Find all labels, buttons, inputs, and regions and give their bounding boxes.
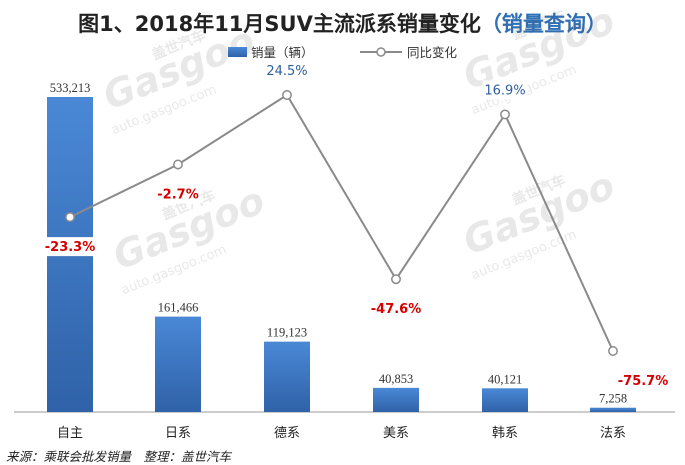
bar-value-label: 40,121 [488, 372, 522, 386]
bar-value-label: 40,853 [379, 372, 413, 386]
bar [155, 316, 201, 412]
bar-value-label: 533,213 [50, 81, 91, 95]
category-label: 美系 [383, 426, 409, 441]
title-text: 图1、2018年11月SUV主流派系销量变化 [78, 12, 481, 36]
category-label: 日系 [165, 426, 191, 441]
category-label: 法系 [600, 426, 626, 441]
chart-title: 图1、2018年11月SUV主流派系销量变化（销量查询） [0, 8, 685, 38]
yoy-label-bg [264, 61, 310, 80]
category-label: 韩系 [492, 426, 518, 441]
legend-bar-swatch [228, 47, 247, 57]
yoy-point [391, 274, 401, 285]
yoy-value-label: -75.7% [618, 374, 669, 389]
bar-value-label: 7,258 [599, 392, 627, 406]
legend-line-label: 同比变化 [407, 45, 458, 60]
source-note: 来源：乘联会批发销量 整理：盖世汽车 [6, 449, 232, 464]
yoy-value-label: 24.5% [266, 64, 307, 79]
yoy-value-label: -23.3% [45, 240, 96, 255]
yoy-value-label: -2.7% [157, 187, 198, 202]
subtitle-link[interactable]: （销量查询） [480, 12, 607, 36]
yoy-label-bg [482, 80, 528, 100]
yoy-label-bg [369, 299, 423, 319]
bar [373, 387, 419, 412]
bar [482, 388, 528, 412]
bar-value-label: 119,123 [267, 326, 307, 340]
yoy-line [69, 93, 614, 352]
line-series: -23.3% -2.7% 24.5% -47.6% 16.9% -75.7% [43, 61, 670, 390]
category-label: 自主 [57, 426, 83, 441]
yoy-point [173, 159, 183, 170]
yoy-label-bg [155, 184, 201, 204]
bar [264, 341, 310, 412]
category-label: 德系 [274, 426, 300, 441]
yoy-point [500, 109, 510, 120]
yoy-point [282, 90, 292, 100]
yoy-label-bg [43, 237, 97, 257]
bar [590, 407, 636, 412]
yoy-point [65, 212, 75, 223]
legend-line-marker [376, 47, 386, 57]
legend-bar-label: 销量（辆） [251, 45, 314, 60]
yoy-value-label: 16.9% [484, 83, 525, 98]
yoy-value-label: -47.6% [371, 302, 422, 317]
bar-value-label: 161,466 [158, 301, 199, 315]
category-axis: 自主 日系 德系 美系 韩系 法系 [57, 426, 626, 441]
legend: 销量（辆） 同比变化 [228, 45, 458, 60]
yoy-label-bg [616, 371, 670, 390]
yoy-point [608, 346, 618, 356]
